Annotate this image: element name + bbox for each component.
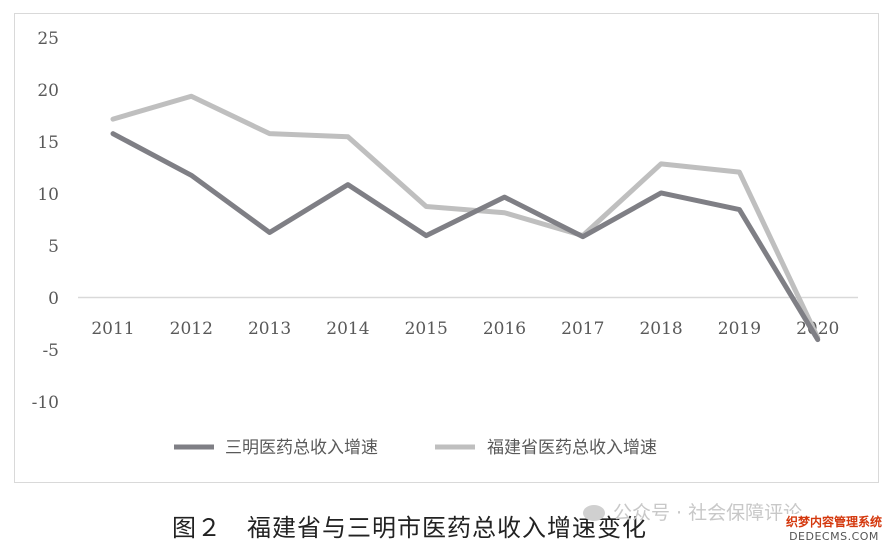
series-line-1 (110, 131, 821, 343)
legend-label: 三明医药总收入增速 (225, 438, 378, 458)
series-lines (110, 93, 821, 343)
x-axis-ticks: 2011 2012 2013 2014 2015 2016 2017 2018 2019 2020 (91, 319, 839, 339)
figure-caption: 图２ 福建省与三明市医药总收入增速变化 (172, 514, 647, 542)
legend: 三明医药总收入增速 福建省医药总收入增速 (174, 438, 657, 458)
y-tick-label: 20 (37, 81, 59, 101)
chart-frame (14, 13, 879, 483)
x-tick-label: 2018 (639, 319, 682, 339)
watermark-text: 公众号 · 社会保障评论 (613, 502, 803, 524)
y-tick-label: -5 (42, 341, 59, 361)
y-tick-label: 25 (37, 29, 59, 49)
site-badge: 织梦内容管理系统 DEDECMS.COM (781, 514, 887, 546)
badge-title: 织梦内容管理系统 (785, 515, 882, 529)
wechat-icon (583, 505, 605, 521)
y-tick-label: -10 (32, 393, 59, 413)
x-tick-label: 2013 (248, 319, 291, 339)
y-tick-label: 15 (37, 133, 59, 153)
x-tick-label: 2017 (561, 319, 604, 339)
legend-label: 福建省医药总收入增速 (487, 438, 657, 458)
x-tick-label: 2015 (405, 319, 448, 339)
y-axis-ticks: 25 20 15 10 5 0 -5 -10 (32, 29, 59, 413)
badge-url: DEDECMS.COM (789, 530, 879, 543)
x-tick-label: 2014 (326, 319, 369, 339)
y-tick-label: 10 (37, 185, 59, 205)
x-tick-label: 2012 (170, 319, 213, 339)
x-tick-label: 2011 (91, 319, 134, 339)
x-tick-label: 2016 (483, 319, 526, 339)
y-tick-label: 5 (48, 237, 59, 257)
series-line-2 (110, 93, 821, 341)
x-tick-label: 2019 (718, 319, 761, 339)
y-tick-label: 0 (48, 289, 59, 309)
watermark: 公众号 · 社会保障评论 (583, 498, 802, 525)
